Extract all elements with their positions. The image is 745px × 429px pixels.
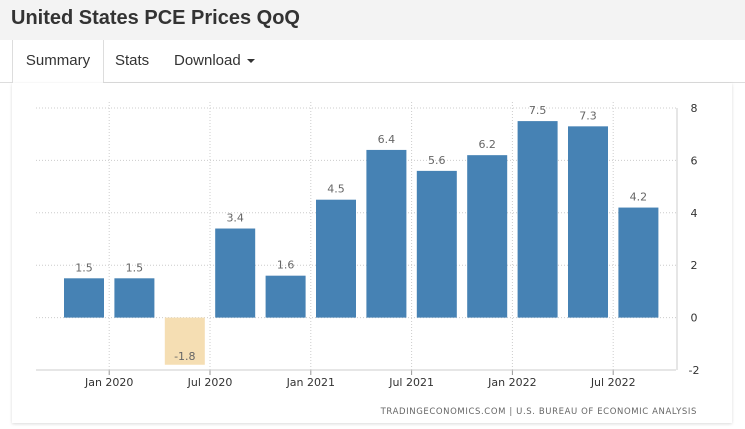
- bar-layer: [64, 121, 659, 365]
- label-layer: 1.5 1.5 -1.8 3.4 1.6 4.5 6.4 5.6 6.2 7.5 7.3 4.2: [75, 104, 647, 363]
- x-tick-label: Jul 2022: [590, 376, 636, 389]
- data-label: 7.3: [579, 109, 597, 122]
- page-header: United States PCE Prices QoQ: [0, 0, 745, 41]
- tab-stats[interactable]: Stats: [115, 52, 150, 69]
- data-label: 6.2: [478, 138, 496, 151]
- bar: [215, 228, 256, 318]
- x-tick-label: Jan 2021: [286, 376, 335, 389]
- data-label: 6.4: [378, 133, 396, 146]
- data-label: 5.6: [428, 154, 446, 167]
- data-label: 4.5: [327, 183, 345, 196]
- bar: [114, 278, 155, 318]
- x-tick-label: Jan 2020: [84, 376, 133, 389]
- bar: [366, 149, 407, 318]
- y-tick-label: 2: [691, 259, 698, 272]
- data-label: 7.5: [529, 104, 547, 117]
- tab-download-label: Download: [174, 52, 241, 69]
- bar: [568, 126, 608, 318]
- bar: [618, 207, 659, 318]
- data-label: 4.2: [630, 191, 648, 204]
- y-tick-label: 6: [691, 154, 698, 167]
- data-label: 1.5: [126, 261, 144, 274]
- bar: [517, 121, 558, 318]
- y-tick-label: 0: [691, 312, 698, 325]
- y-tick-label: 8: [691, 102, 698, 115]
- x-tick-label: Jul 2020: [187, 376, 233, 389]
- data-label: -1.8: [174, 350, 195, 363]
- y-tick-label: 4: [691, 207, 698, 220]
- data-label: 1.6: [277, 259, 295, 272]
- chart-source: TRADINGECONOMICS.COM | U.S. BUREAU OF EC…: [380, 407, 697, 417]
- data-label: 1.5: [75, 261, 93, 274]
- x-tick-label: Jan 2022: [487, 376, 536, 389]
- bar: [467, 155, 508, 318]
- caret-down-icon: [246, 59, 255, 64]
- x-tick-label: Jul 2021: [388, 376, 434, 389]
- axis-layer: 8 6 4 2 0 -2 Jan 2020 Jul 2020 Jan 2021 Jul 2021 J…: [36, 102, 699, 389]
- bar: [316, 199, 356, 318]
- bar: [416, 170, 457, 318]
- bar: [64, 278, 104, 318]
- tab-summary[interactable]: Summary: [12, 40, 104, 83]
- data-label: 3.4: [226, 212, 244, 225]
- bar: [265, 275, 306, 318]
- page-title: United States PCE Prices QoQ: [11, 7, 300, 29]
- y-tick-label: -2: [689, 364, 700, 377]
- tab-bar: Summary Stats Download: [0, 40, 745, 83]
- bar: [164, 317, 205, 365]
- tab-download[interactable]: Download: [174, 40, 255, 82]
